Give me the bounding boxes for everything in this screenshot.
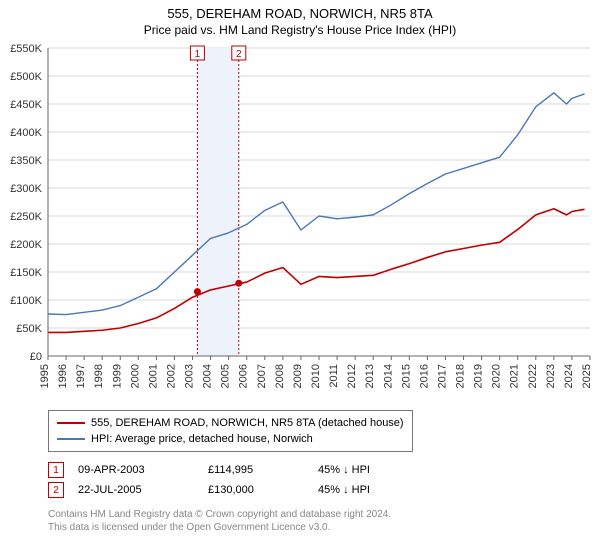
svg-text:2015: 2015 <box>400 364 412 388</box>
svg-text:1997: 1997 <box>75 364 87 388</box>
chart-subtitle: Price paid vs. HM Land Registry's House … <box>0 21 600 41</box>
sale-row: 1 09-APR-2003£114,99545% ↓ HPI <box>48 460 428 480</box>
sale-diff: 45% ↓ HPI <box>318 484 428 496</box>
svg-text:1996: 1996 <box>57 364 69 388</box>
svg-text:£200K: £200K <box>10 239 42 251</box>
svg-text:2006: 2006 <box>238 364 250 388</box>
svg-text:1998: 1998 <box>93 364 105 388</box>
sale-row: 2 22-JUL-2005£130,00045% ↓ HPI <box>48 480 428 500</box>
sales-table: 1 09-APR-2003£114,99545% ↓ HPI 2 22-JUL-200… <box>48 460 428 500</box>
svg-text:£350K: £350K <box>10 155 42 167</box>
svg-text:2023: 2023 <box>545 364 557 388</box>
svg-text:1: 1 <box>195 49 201 60</box>
svg-text:2000: 2000 <box>129 364 141 388</box>
svg-text:2024: 2024 <box>563 364 575 388</box>
chart-title: 555, DEREHAM ROAD, NORWICH, NR5 8TA <box>0 0 600 21</box>
svg-text:2012: 2012 <box>346 364 358 388</box>
svg-text:2017: 2017 <box>436 364 448 388</box>
legend-label: 555, DEREHAM ROAD, NORWICH, NR5 8TA (det… <box>91 417 404 429</box>
svg-text:2010: 2010 <box>310 364 322 388</box>
svg-text:£50K: £50K <box>16 323 42 335</box>
svg-text:2001: 2001 <box>147 364 159 388</box>
svg-text:2021: 2021 <box>509 364 521 388</box>
legend-item: HPI: Average price, detached house, Norw… <box>57 431 404 447</box>
legend-label: HPI: Average price, detached house, Norw… <box>91 433 313 445</box>
svg-text:2: 2 <box>236 49 242 60</box>
svg-text:£150K: £150K <box>10 267 42 279</box>
sale-marker: 2 <box>48 482 64 498</box>
svg-text:£300K: £300K <box>10 183 42 195</box>
svg-text:2011: 2011 <box>328 364 340 388</box>
legend-swatch <box>57 438 85 440</box>
svg-text:£100K: £100K <box>10 295 42 307</box>
chart-container: 555, DEREHAM ROAD, NORWICH, NR5 8TA Pric… <box>0 0 600 560</box>
svg-text:£500K: £500K <box>10 71 42 83</box>
svg-text:2014: 2014 <box>382 364 394 388</box>
svg-text:£450K: £450K <box>10 99 42 111</box>
svg-text:2008: 2008 <box>274 364 286 388</box>
footer-attribution: Contains HM Land Registry data © Crown c… <box>48 508 391 534</box>
svg-text:1999: 1999 <box>111 364 123 388</box>
sale-diff: 45% ↓ HPI <box>318 464 428 476</box>
footer-line-1: Contains HM Land Registry data © Crown c… <box>48 508 391 521</box>
svg-text:£550K: £550K <box>10 43 42 55</box>
svg-text:2019: 2019 <box>473 364 485 388</box>
svg-text:2018: 2018 <box>455 364 467 388</box>
chart-plot-area: £0 £50K £100K £150K £200K £250K £300K £350K £400… <box>0 42 600 402</box>
svg-text:£250K: £250K <box>10 211 42 223</box>
sale-marker: 1 <box>48 462 64 478</box>
svg-text:2016: 2016 <box>418 364 430 388</box>
svg-text:£0: £0 <box>30 351 42 363</box>
sale-price: £114,995 <box>208 464 318 476</box>
legend: 555, DEREHAM ROAD, NORWICH, NR5 8TA (det… <box>48 410 413 452</box>
svg-text:2009: 2009 <box>292 364 304 388</box>
sale-price: £130,000 <box>208 484 318 496</box>
svg-text:2007: 2007 <box>256 364 268 388</box>
footer-line-2: This data is licensed under the Open Gov… <box>48 521 391 534</box>
svg-text:2013: 2013 <box>364 364 376 388</box>
legend-item: 555, DEREHAM ROAD, NORWICH, NR5 8TA (det… <box>57 415 404 431</box>
legend-swatch <box>57 422 85 424</box>
svg-text:2020: 2020 <box>491 364 503 388</box>
sale-date: 22-JUL-2005 <box>78 484 208 496</box>
chart-svg: £0 £50K £100K £150K £200K £250K £300K £350K £400… <box>0 42 600 402</box>
svg-text:2002: 2002 <box>165 364 177 388</box>
svg-text:£400K: £400K <box>10 127 42 139</box>
svg-text:2022: 2022 <box>527 364 539 388</box>
sale-date: 09-APR-2003 <box>78 464 208 476</box>
svg-text:1995: 1995 <box>39 364 51 388</box>
svg-text:2003: 2003 <box>184 364 196 388</box>
svg-text:2004: 2004 <box>202 364 214 388</box>
svg-text:2025: 2025 <box>581 364 593 388</box>
svg-text:2005: 2005 <box>220 364 232 388</box>
